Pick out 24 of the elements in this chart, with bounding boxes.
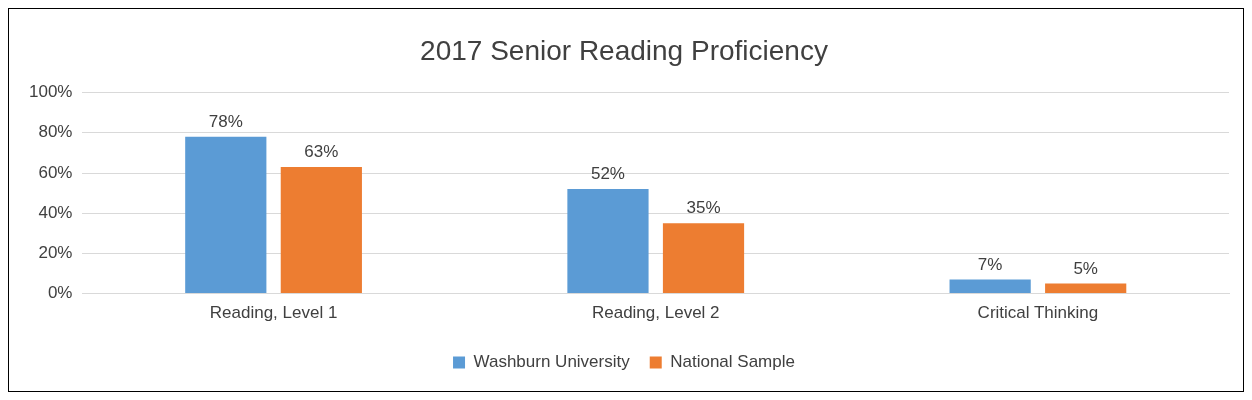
chart-title: 2017 Senior Reading Proficiency: [420, 34, 828, 66]
x-tick-label: Reading, Level 2: [591, 303, 720, 323]
bar: [1045, 283, 1127, 294]
y-tick-label: 100%: [29, 82, 73, 102]
y-tick-label: 20%: [38, 243, 73, 263]
y-tick-label: 80%: [38, 122, 73, 142]
y-tick-label: 40%: [38, 202, 73, 222]
bar: [662, 223, 745, 294]
bar: [280, 166, 362, 294]
data-label: 52%: [590, 164, 625, 184]
data-label: 7%: [977, 254, 1003, 274]
y-tick-label: 0%: [47, 283, 73, 303]
bar: [185, 136, 267, 294]
data-label: 63%: [304, 142, 339, 162]
legend-label: Washburn University: [473, 352, 631, 372]
data-label: 35%: [686, 198, 721, 218]
data-label: 78%: [208, 112, 243, 132]
y-tick-label: 60%: [38, 162, 73, 182]
x-tick-label: Critical Thinking: [977, 303, 1099, 323]
data-label: 5%: [1073, 258, 1098, 278]
x-tick-label: Reading, Level 1: [209, 303, 338, 323]
legend-label: National Sample: [670, 352, 795, 372]
bar: [567, 189, 649, 294]
bar: [949, 279, 1031, 294]
